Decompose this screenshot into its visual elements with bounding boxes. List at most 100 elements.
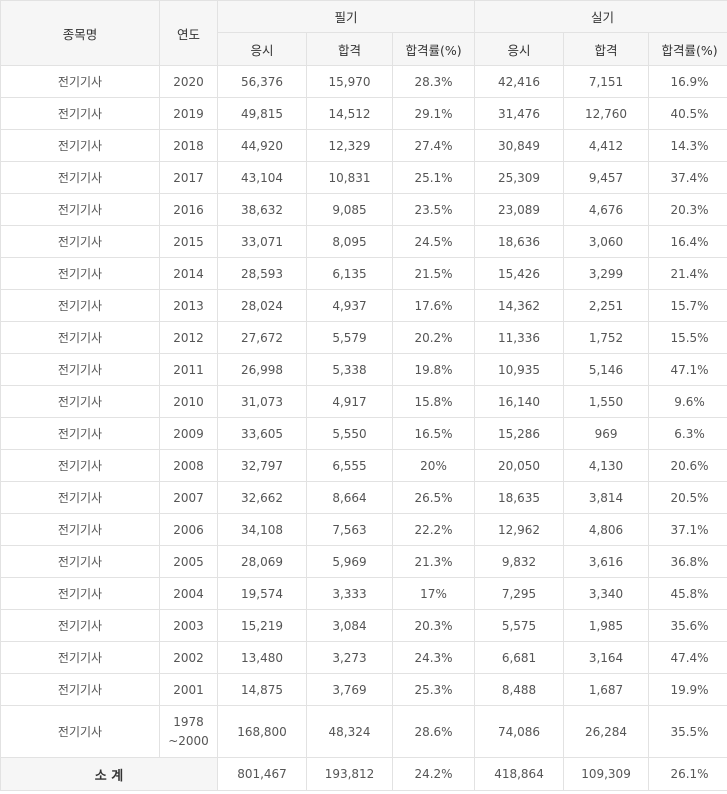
table-row: 전기기사 2019 49,815 14,512 29.1% 31,476 12,760 40.…	[0, 97, 727, 130]
subtotal-written-passed: 193,812	[306, 757, 393, 791]
year-range-start: 1978	[173, 714, 204, 729]
cell-practical-passed: 12,760	[563, 97, 650, 130]
cell-practical-passed: 3,814	[563, 481, 650, 514]
cell-practical-passed: 2,251	[563, 289, 650, 322]
cell-item-name: 전기기사	[0, 65, 160, 98]
cell-written-applicants: 38,632	[217, 193, 307, 226]
table-row: 전기기사 2012 27,672 5,579 20.2% 11,336 1,752 15.5%	[0, 321, 727, 354]
cell-written-passed: 3,273	[306, 641, 393, 674]
cell-written-pass-rate: 27.4%	[391, 129, 476, 162]
cell-year: 2014	[159, 257, 218, 290]
cell-year: 2020	[159, 65, 218, 98]
header-written-exam: 필기	[216, 0, 476, 33]
cell-year: 2012	[159, 321, 218, 354]
subtotal-label: 소 계	[0, 757, 218, 791]
cell-written-passed: 5,550	[306, 417, 393, 450]
cell-practical-passed: 5,146	[563, 353, 650, 386]
cell-practical-passed: 9,457	[563, 161, 650, 194]
cell-written-applicants: 34,108	[217, 513, 307, 546]
cell-written-pass-rate: 28.6%	[391, 705, 476, 758]
year-range-end: ~2000	[168, 733, 209, 748]
cell-written-applicants: 28,593	[217, 257, 307, 290]
table-row: 전기기사 2015 33,071 8,095 24.5% 18,636 3,060 16.4%	[0, 225, 727, 258]
cell-written-pass-rate: 15.8%	[391, 385, 476, 418]
table-row: 전기기사 2014 28,593 6,135 21.5% 15,426 3,299 21.4%	[0, 257, 727, 290]
cell-item-name: 전기기사	[0, 417, 160, 450]
cell-written-applicants: 28,024	[217, 289, 307, 322]
cell-written-applicants: 15,219	[217, 609, 307, 642]
cell-practical-passed: 1,550	[563, 385, 650, 418]
cell-item-name: 전기기사	[0, 161, 160, 194]
cell-practical-pass-rate: 37.4%	[648, 161, 727, 194]
cell-item-name: 전기기사	[0, 97, 160, 130]
cell-year: 2006	[159, 513, 218, 546]
cell-practical-applicants: 18,635	[474, 481, 565, 514]
table-header: 종목명 연도 필기 실기 응시 합격 합격률(%) 응시 합격 합격률(%)	[0, 0, 727, 66]
cell-practical-pass-rate: 47.1%	[648, 353, 727, 386]
cell-practical-pass-rate: 45.8%	[648, 577, 727, 610]
cell-item-name: 전기기사	[0, 609, 160, 642]
cell-written-passed: 15,970	[306, 65, 393, 98]
cell-item-name: 전기기사	[0, 673, 160, 706]
cell-item-name: 전기기사	[0, 513, 160, 546]
cell-practical-applicants: 11,336	[474, 321, 565, 354]
cell-written-applicants: 26,998	[217, 353, 307, 386]
cell-practical-applicants: 23,089	[474, 193, 565, 226]
cell-written-passed: 12,329	[306, 129, 393, 162]
cell-practical-passed: 4,806	[563, 513, 650, 546]
cell-item-name: 전기기사	[0, 257, 160, 290]
cell-practical-applicants: 10,935	[474, 353, 565, 386]
cell-practical-passed: 7,151	[563, 65, 650, 98]
table-body: 전기기사 2020 56,376 15,970 28.3% 42,416 7,151 16.9…	[0, 65, 727, 791]
cell-practical-pass-rate: 15.5%	[648, 321, 727, 354]
table-row: 전기기사 2001 14,875 3,769 25.3% 8,488 1,687 19.9%	[0, 673, 727, 706]
cell-practical-applicants: 8,488	[474, 673, 565, 706]
header-year: 연도	[159, 0, 218, 66]
table-row: 전기기사 2016 38,632 9,085 23.5% 23,089 4,676 20.3%	[0, 193, 727, 226]
cell-practical-pass-rate: 15.7%	[648, 289, 727, 322]
cell-written-pass-rate: 19.8%	[391, 353, 476, 386]
cell-practical-applicants: 6,681	[474, 641, 565, 674]
cell-year: 2001	[159, 673, 218, 706]
cell-written-pass-rate: 25.3%	[391, 673, 476, 706]
cell-written-pass-rate: 28.3%	[391, 65, 476, 98]
header-practical-passed: 합격	[563, 32, 650, 66]
cell-written-applicants: 19,574	[217, 577, 307, 610]
cell-practical-passed: 26,284	[563, 705, 650, 758]
cell-written-pass-rate: 21.3%	[391, 545, 476, 578]
cell-practical-passed: 3,164	[563, 641, 650, 674]
cell-written-pass-rate: 29.1%	[391, 97, 476, 130]
cell-written-applicants: 33,605	[217, 417, 307, 450]
cell-item-name: 전기기사	[0, 641, 160, 674]
cell-year: 2002	[159, 641, 218, 674]
cell-practical-pass-rate: 20.6%	[648, 449, 727, 482]
cell-practical-applicants: 14,362	[474, 289, 565, 322]
table-row: 전기기사 2009 33,605 5,550 16.5% 15,286 969 6.3%	[0, 417, 727, 450]
cell-practical-passed: 3,060	[563, 225, 650, 258]
cell-written-passed: 5,338	[306, 353, 393, 386]
cell-item-name: 전기기사	[0, 193, 160, 226]
header-written-passed: 합격	[306, 32, 393, 66]
cell-year: 2019	[159, 97, 218, 130]
cell-item-name: 전기기사	[0, 129, 160, 162]
cell-year: 2005	[159, 545, 218, 578]
cell-written-applicants: 43,104	[217, 161, 307, 194]
cell-written-passed: 8,095	[306, 225, 393, 258]
cell-written-pass-rate: 23.5%	[391, 193, 476, 226]
cell-practical-applicants: 31,476	[474, 97, 565, 130]
cell-written-pass-rate: 17.6%	[391, 289, 476, 322]
header-written-applicants: 응시	[217, 32, 307, 66]
cell-written-pass-rate: 26.5%	[391, 481, 476, 514]
subtotal-practical-passed: 109,309	[563, 757, 650, 791]
cell-written-pass-rate: 20.2%	[391, 321, 476, 354]
cell-written-passed: 6,135	[306, 257, 393, 290]
cell-written-pass-rate: 21.5%	[391, 257, 476, 290]
table-row: 전기기사 2004 19,574 3,333 17% 7,295 3,340 45.8%	[0, 577, 727, 610]
table-row: 전기기사 2017 43,104 10,831 25.1% 25,309 9,457 37.4…	[0, 161, 727, 194]
cell-written-applicants: 14,875	[217, 673, 307, 706]
cell-practical-pass-rate: 36.8%	[648, 545, 727, 578]
cell-practical-pass-rate: 20.3%	[648, 193, 727, 226]
cell-practical-passed: 969	[563, 417, 650, 450]
cell-written-passed: 9,085	[306, 193, 393, 226]
